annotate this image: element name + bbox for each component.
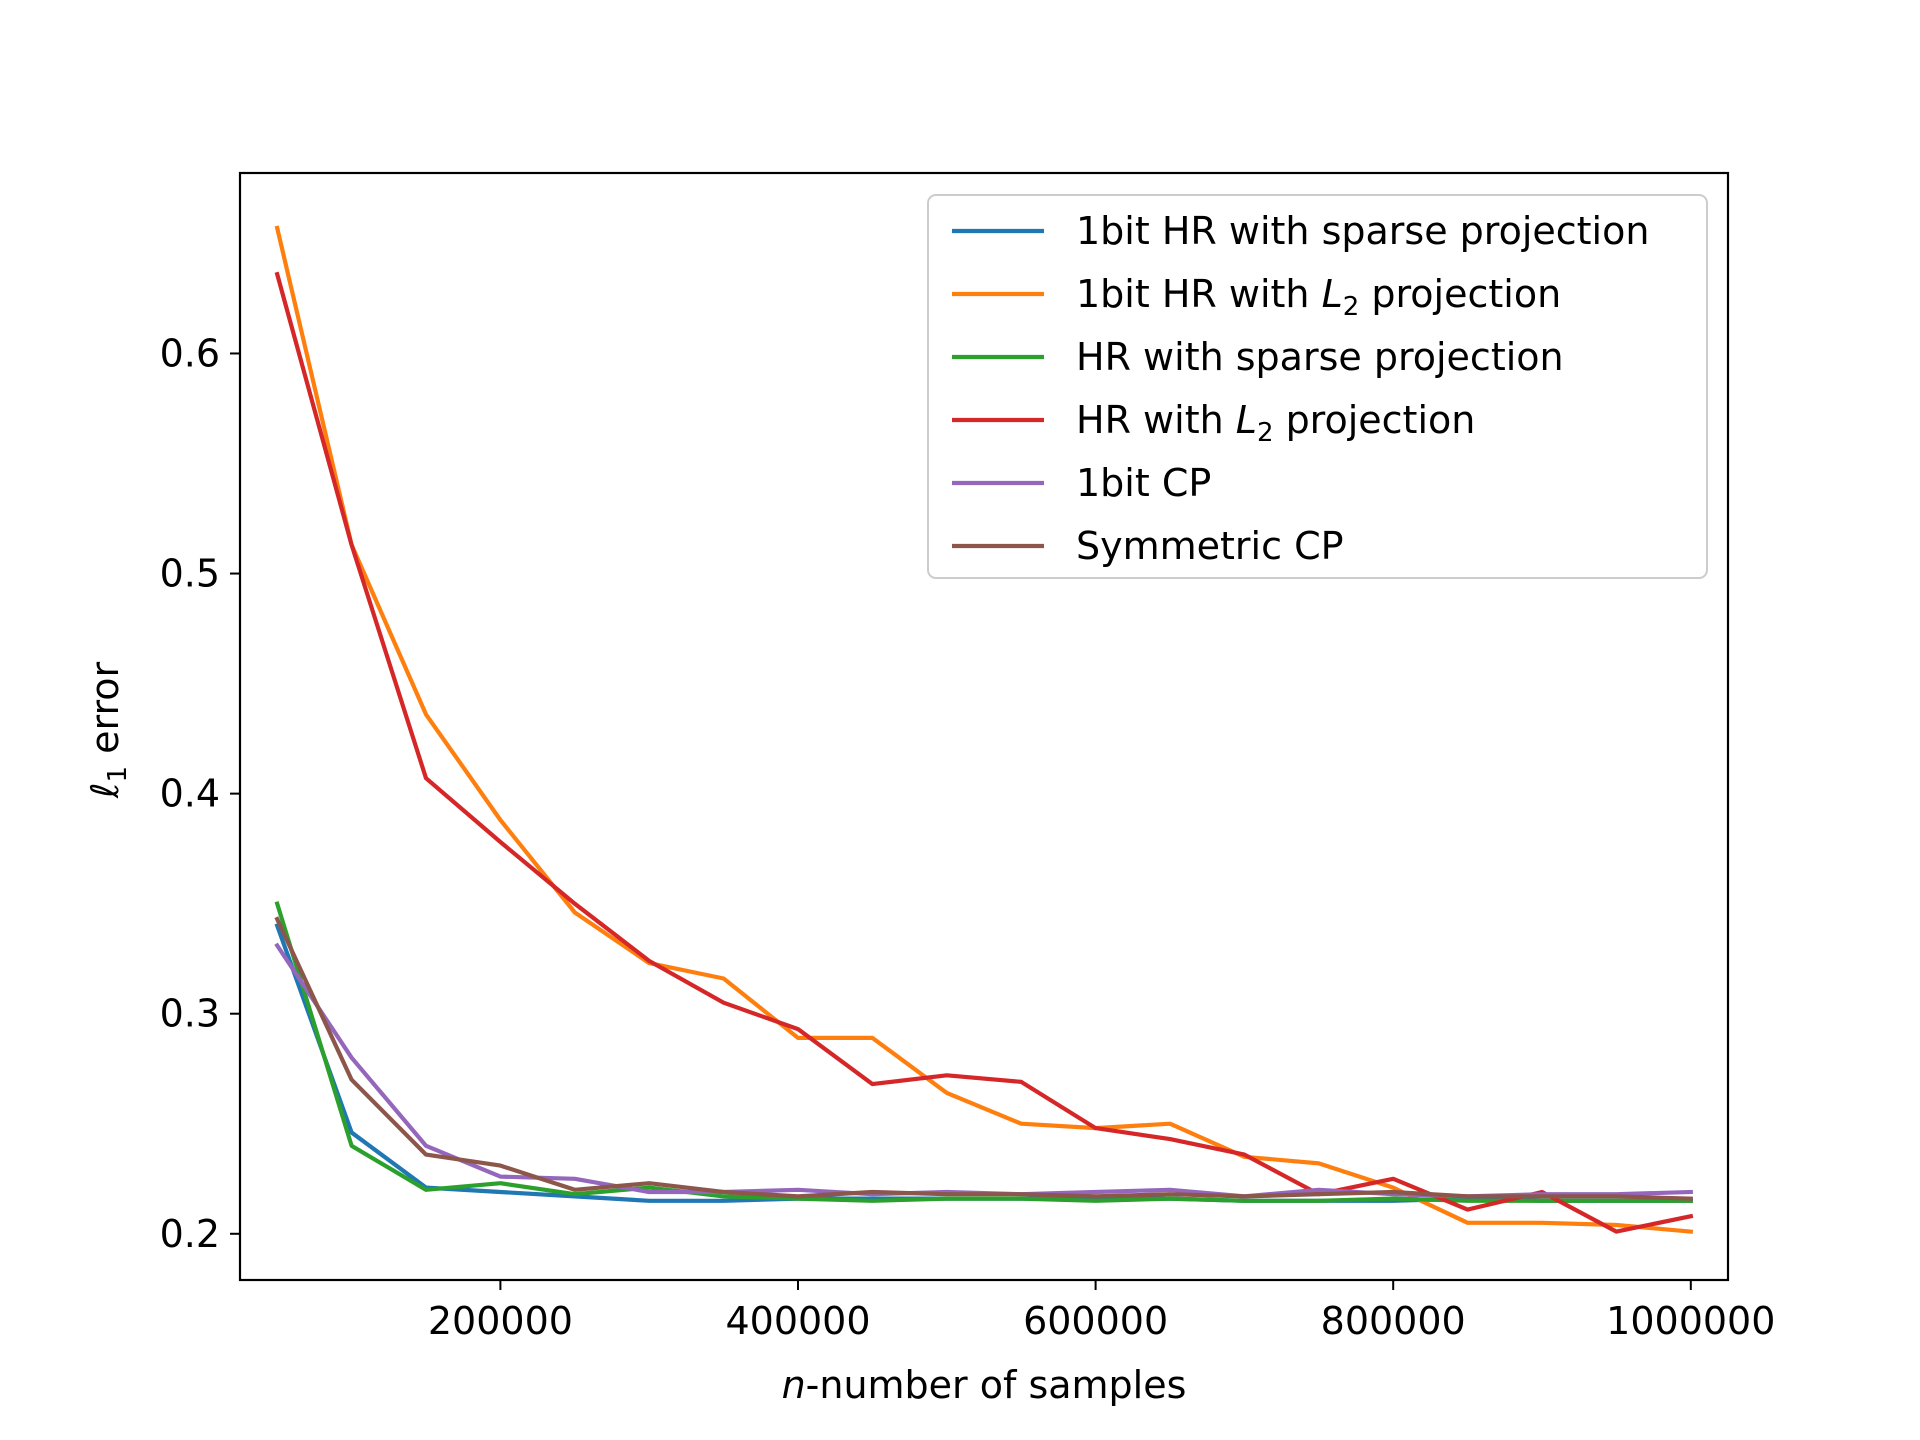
- x-axis-label-rest: -number of samples: [806, 1363, 1187, 1407]
- series-hr-with-l2-projection: [274, 271, 1694, 1234]
- series-line: [274, 916, 1693, 1201]
- x-axis-label: n-number of samples: [782, 1363, 1187, 1407]
- legend-label: HR with sparse projection: [1076, 335, 1564, 379]
- legend-item: 1bit CP: [952, 461, 1211, 505]
- y-tick-label: 0.3: [160, 992, 220, 1036]
- y-axis-label: ℓ1 error: [83, 661, 133, 799]
- legend-label-main: 1bit HR with: [1076, 272, 1322, 316]
- legend-box: [927, 194, 1708, 579]
- legend-items: 1bit HR with sparse projection 1bit HR wi…: [952, 209, 1649, 568]
- series-line: [274, 225, 1694, 1234]
- legend-label: Symmetric CP: [1076, 524, 1344, 568]
- legend-item: 1bit HR with L2 projection: [952, 272, 1561, 322]
- y-tick-label: 0.2: [160, 1212, 220, 1256]
- legend-label-italic: L: [1236, 398, 1257, 442]
- series-line: [274, 271, 1694, 1234]
- plot-frame: [238, 171, 1730, 1282]
- series-layer: [274, 225, 1694, 1234]
- x-tick-label: 400000: [725, 1299, 870, 1343]
- x-tick-label: 200000: [428, 1299, 573, 1343]
- x-tick-label: 800000: [1321, 1299, 1466, 1343]
- y-axis: 0.2 0.3 0.4 0.5 0.6: [160, 331, 240, 1256]
- y-axis-label-sub: 1: [103, 766, 133, 783]
- legend-label-tail: projection: [1359, 272, 1561, 316]
- legend-label-tail: projection: [1273, 398, 1475, 442]
- x-tick-label: 600000: [1023, 1299, 1168, 1343]
- y-axis-label-symbol: ℓ: [83, 782, 127, 799]
- legend-label: 1bit HR with sparse projection: [1076, 209, 1649, 253]
- legend: 1bit HR with sparse projection 1bit HR wi…: [927, 194, 1708, 579]
- y-tick-label: 0.4: [160, 772, 220, 816]
- legend-item: 1bit HR with sparse projection: [952, 209, 1649, 253]
- legend-label: 1bit CP: [1076, 461, 1211, 505]
- legend-label-main: HR with: [1076, 398, 1236, 442]
- x-axis: 200000 400000 600000 800000 1000000: [428, 1280, 1775, 1343]
- series-hr-with-sparse-projection: [274, 901, 1693, 1203]
- series-symmetric-cp: [274, 916, 1693, 1201]
- legend-label-sub: 2: [1343, 292, 1360, 322]
- y-axis-label-rest: error: [83, 661, 127, 765]
- legend-label: HR with L2 projection: [1076, 398, 1475, 448]
- legend-label: 1bit HR with L2 projection: [1076, 272, 1561, 322]
- legend-label-sub: 2: [1257, 418, 1274, 448]
- y-tick-label: 0.5: [160, 552, 220, 596]
- x-axis-label-italic: n: [782, 1363, 806, 1407]
- legend-label-main: Symmetric CP: [1076, 524, 1344, 568]
- x-tick-label: 1000000: [1606, 1299, 1775, 1343]
- legend-label-main: 1bit HR with sparse projection: [1076, 209, 1649, 253]
- legend-item: Symmetric CP: [952, 524, 1344, 568]
- series-line: [274, 901, 1693, 1203]
- legend-label-main: 1bit CP: [1076, 461, 1211, 505]
- legend-label-italic: L: [1322, 272, 1343, 316]
- series-1bit-hr-with-l2-projection: [274, 225, 1694, 1234]
- y-tick-label: 0.6: [160, 331, 220, 375]
- legend-item: HR with sparse projection: [952, 335, 1564, 379]
- legend-item: HR with L2 projection: [952, 398, 1475, 448]
- legend-label-main: HR with sparse projection: [1076, 335, 1564, 379]
